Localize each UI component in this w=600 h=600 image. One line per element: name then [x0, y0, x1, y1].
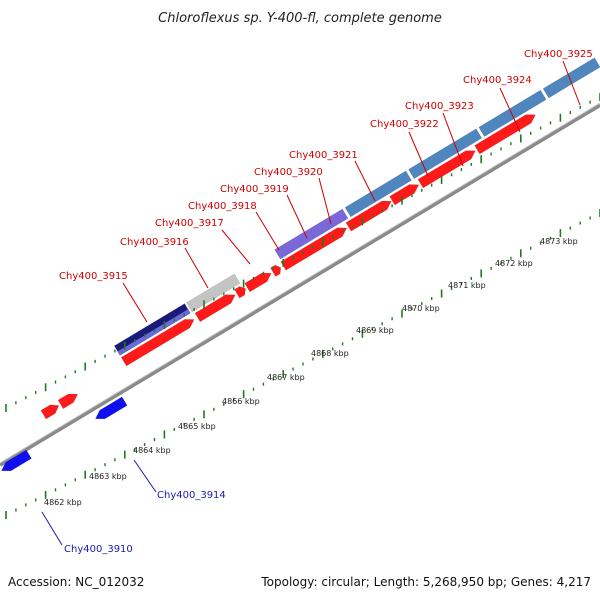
outer-tick-ruler: [5, 93, 600, 412]
forward-cds-4: [270, 264, 282, 277]
gene-leader-line: [562, 60, 581, 106]
gene-leader-line: [133, 459, 157, 493]
cog-block-0-band: [117, 308, 191, 356]
gene-leader-line: [442, 112, 464, 167]
forward-cds-5: [280, 227, 348, 271]
backbone-line: [0, 103, 600, 467]
gene-label: Chy400_3923: [405, 101, 474, 112]
gene-label: Chy400_3925: [524, 49, 593, 60]
kbp-ruler: 4862 kbp 4863 kbp 4864 kbp 4865 kbp 4866 kbp…: [5, 93, 600, 519]
tick-label: 4863 kbp: [89, 472, 127, 481]
tick-label: 4869 kbp: [356, 326, 394, 335]
forward-cds-2: [234, 286, 246, 299]
tick-label: 4865 kbp: [178, 422, 216, 431]
gene-label: Chy400_3924: [463, 75, 532, 86]
forward-cds-0: [120, 319, 195, 367]
accession-text: Accession: NC_012032: [8, 575, 144, 589]
gene-leader-line: [318, 177, 332, 225]
forward-cds-left-1: [57, 393, 79, 410]
genome-ring: [0, 102, 600, 467]
map-title: Chloroflexus sp. Y-400-fl, complete geno…: [158, 11, 442, 26]
gene-label: Chy400_3916: [120, 237, 189, 248]
cds-track: [1, 114, 536, 472]
gene-leader-line: [354, 160, 376, 202]
backbone-highlight: [0, 102, 600, 464]
gene-leader-line: [255, 211, 280, 251]
gene-label: Chy400_3922: [370, 119, 439, 130]
reverse-cds-1: [95, 396, 128, 420]
cog-block-5: [478, 89, 547, 137]
forward-cds-left-0: [40, 404, 60, 420]
gene-leader-line: [408, 131, 429, 177]
gene-leader-line: [184, 247, 209, 289]
tick-label: 4866 kbp: [222, 397, 260, 406]
tick-label: 4868 kbp: [311, 349, 349, 358]
gene-leader-line: [286, 194, 308, 239]
gene-label: Chy400_3919: [220, 184, 289, 195]
cog-block-2: [274, 208, 349, 260]
tick-label: 4872 kbp: [495, 259, 533, 268]
cog-block-3: [344, 170, 412, 218]
gene-label: Chy400_3914: [157, 490, 226, 501]
gene-leader-line: [122, 282, 148, 323]
gene-label: Chy400_3915: [59, 271, 128, 282]
gene-labels: Chy400_3910 Chy400_3914 Chy400_3915 Chy400_…: [41, 49, 593, 555]
topology-text: Topology: circular; Length: 5,268,950 bp…: [260, 575, 591, 589]
tick-label: 4873 kbp: [540, 237, 578, 246]
gene-leader-line: [221, 229, 251, 265]
gene-leader-line: [499, 87, 521, 133]
inner-tick-ruler: [5, 209, 600, 519]
cog-block-6: [542, 57, 600, 99]
gene-label: Chy400_3921: [289, 150, 358, 161]
gene-label: Chy400_3917: [155, 218, 224, 229]
gene-label: Chy400_3918: [188, 201, 257, 212]
tick-label: 4871 kbp: [448, 281, 486, 290]
tick-label: 4862 kbp: [44, 498, 82, 507]
cog-track: [113, 57, 600, 356]
tick-label: 4864 kbp: [133, 446, 171, 455]
forward-cds-9: [474, 114, 536, 155]
reverse-cds-0: [1, 449, 32, 472]
forward-cds-6: [345, 200, 392, 232]
gene-label: Chy400_3920: [254, 167, 323, 178]
gene-leader-line: [41, 511, 63, 546]
cog-block-4: [408, 128, 483, 180]
forward-cds-1: [194, 294, 236, 323]
tick-label: 4870 kbp: [402, 304, 440, 313]
forward-cds-3: [244, 272, 272, 293]
tick-label: 4867 kbp: [267, 373, 305, 382]
gene-label: Chy400_3910: [64, 544, 133, 555]
